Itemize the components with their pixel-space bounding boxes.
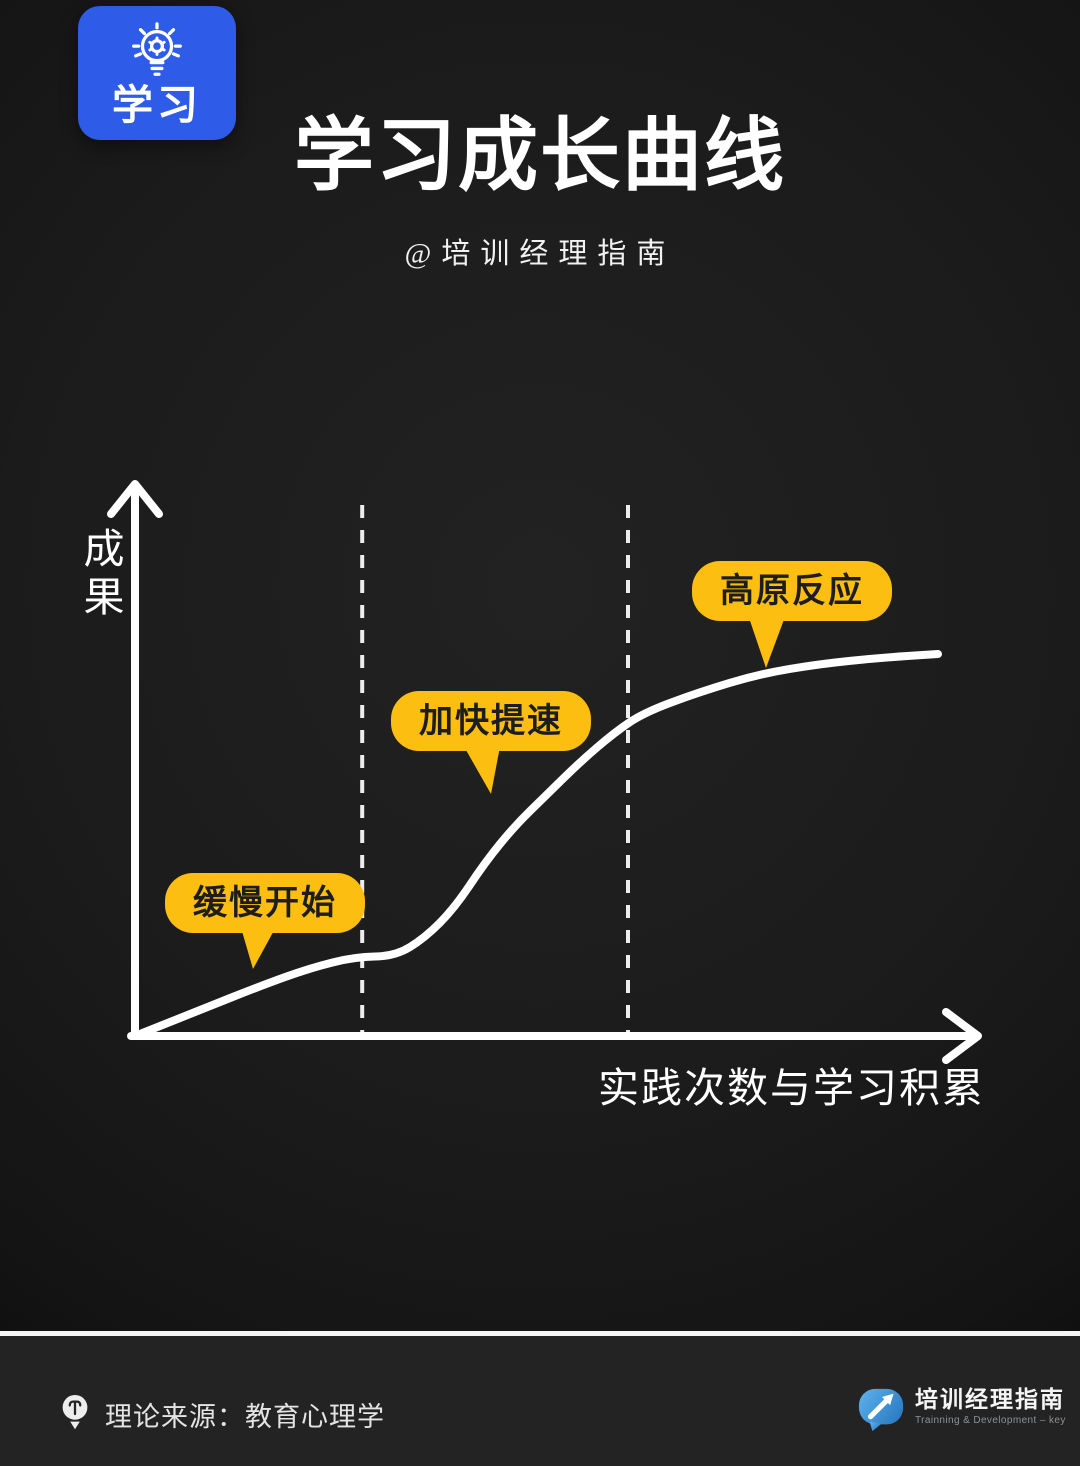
topic-badge: 学习 xyxy=(78,6,236,140)
learning-curve xyxy=(131,650,942,1040)
callout-speed-up: 加快提速 xyxy=(391,691,591,751)
theory-source: 理论来源：教育心理学 xyxy=(60,1394,385,1434)
callout-slow-start: 缓慢开始 xyxy=(165,873,365,933)
y-axis-arrow-icon xyxy=(107,480,163,518)
brand-name: 培训经理指南 xyxy=(915,1386,1065,1412)
theory-source-text: 理论来源：教育心理学 xyxy=(105,1401,385,1432)
learning-curve-chart xyxy=(107,480,982,1064)
x-axis-arrow-icon xyxy=(942,1008,982,1064)
footer-separator xyxy=(0,1331,1080,1336)
callout-plateau: 高原反应 xyxy=(692,561,892,621)
bubble-tail xyxy=(745,606,789,668)
brand-tagline: Trainning & Development – key xyxy=(915,1415,1066,1427)
lightbulb-icon xyxy=(62,1394,88,1430)
footer-bar: 理论来源：教育心理学 培训经理指南 Trainning & Developmen… xyxy=(0,1336,1080,1466)
page-title: 学习成长曲线 xyxy=(294,111,786,200)
brand-logo: 培训经理指南 Trainning & Development – key xyxy=(858,1386,1066,1432)
speech-bubble-arrow-icon xyxy=(858,1388,904,1432)
y-axis-label: 成果 xyxy=(77,527,123,623)
lightbulb-gear-icon xyxy=(132,22,182,76)
x-axis-label: 实践次数与学习积累 xyxy=(598,1065,985,1111)
brand-text: 培训经理指南 Trainning & Development – key xyxy=(915,1386,1066,1426)
page-subtitle: @培训经理指南 xyxy=(404,238,676,270)
badge-label: 学习 xyxy=(112,82,202,128)
